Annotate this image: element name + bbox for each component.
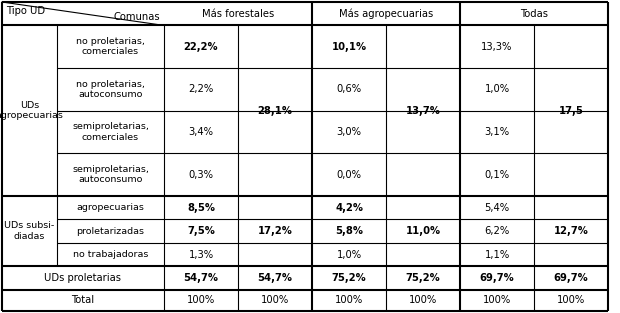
Text: 22,2%: 22,2%: [184, 42, 218, 52]
Text: 0,0%: 0,0%: [337, 170, 361, 180]
Text: 13,3%: 13,3%: [481, 42, 513, 52]
Text: 100%: 100%: [335, 295, 363, 305]
Text: semiproletarias,
comerciales: semiproletarias, comerciales: [72, 122, 149, 142]
Text: 3,4%: 3,4%: [188, 127, 213, 137]
Text: 28,1%: 28,1%: [257, 106, 293, 116]
Text: 6,2%: 6,2%: [484, 226, 510, 236]
Text: no trabajadoras: no trabajadoras: [73, 250, 148, 259]
Text: 17,2%: 17,2%: [257, 226, 293, 236]
Text: 100%: 100%: [261, 295, 289, 305]
Text: 0,6%: 0,6%: [337, 85, 361, 95]
Text: 75,2%: 75,2%: [405, 273, 440, 283]
Text: 7,5%: 7,5%: [187, 226, 215, 236]
Text: 5,4%: 5,4%: [484, 203, 510, 213]
Text: 100%: 100%: [187, 295, 215, 305]
Text: 3,0%: 3,0%: [337, 127, 361, 137]
Text: 1,1%: 1,1%: [484, 249, 510, 259]
Text: 0,1%: 0,1%: [484, 170, 510, 180]
Text: 69,7%: 69,7%: [554, 273, 588, 283]
Text: 54,7%: 54,7%: [184, 273, 218, 283]
Text: 100%: 100%: [409, 295, 437, 305]
Text: 8,5%: 8,5%: [187, 203, 215, 213]
Text: 1,0%: 1,0%: [337, 249, 361, 259]
Text: 17,5: 17,5: [559, 106, 583, 116]
Text: 10,1%: 10,1%: [332, 42, 366, 52]
Text: 4,2%: 4,2%: [335, 203, 363, 213]
Text: 2,2%: 2,2%: [188, 85, 214, 95]
Text: Más forestales: Más forestales: [202, 9, 274, 19]
Text: UDs
agropecuarias: UDs agropecuarias: [0, 101, 63, 121]
Text: Todas: Todas: [520, 9, 548, 19]
Text: 100%: 100%: [483, 295, 511, 305]
Text: 0,3%: 0,3%: [188, 170, 213, 180]
Text: semiproletarias,
autoconsumo: semiproletarias, autoconsumo: [72, 165, 149, 184]
Text: 1,0%: 1,0%: [484, 85, 510, 95]
Text: 1,3%: 1,3%: [188, 249, 213, 259]
Text: UDs subsi-
diadas: UDs subsi- diadas: [4, 221, 55, 241]
Text: no proletarias,
comerciales: no proletarias, comerciales: [76, 37, 145, 56]
Text: Tipo UD: Tipo UD: [6, 6, 45, 16]
Text: 54,7%: 54,7%: [257, 273, 293, 283]
Text: proletarizadas: proletarizadas: [76, 227, 144, 236]
Text: Total: Total: [71, 295, 95, 305]
Text: 11,0%: 11,0%: [405, 226, 441, 236]
Text: 12,7%: 12,7%: [554, 226, 588, 236]
Text: 5,8%: 5,8%: [335, 226, 363, 236]
Text: 69,7%: 69,7%: [480, 273, 515, 283]
Text: 3,1%: 3,1%: [484, 127, 510, 137]
Text: 75,2%: 75,2%: [332, 273, 366, 283]
Text: 13,7%: 13,7%: [405, 106, 440, 116]
Text: 100%: 100%: [557, 295, 585, 305]
Text: UDs proletarias: UDs proletarias: [45, 273, 122, 283]
Text: no proletarias,
autoconsumo: no proletarias, autoconsumo: [76, 80, 145, 99]
Text: agropecuarias: agropecuarias: [76, 203, 144, 212]
Text: Comunas: Comunas: [113, 13, 160, 23]
Text: Más agropecuarias: Más agropecuarias: [339, 8, 433, 19]
